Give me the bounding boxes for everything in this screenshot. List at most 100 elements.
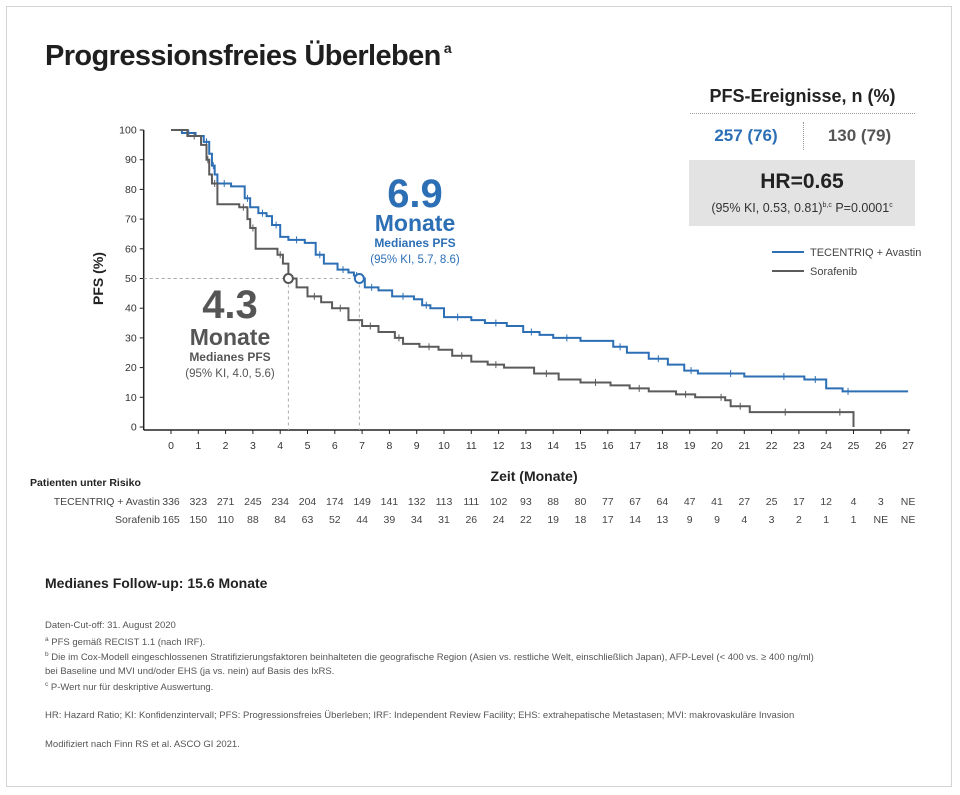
tecentriq-median-label: Medianes PFS [374, 236, 455, 250]
pfs-events-divider [803, 122, 804, 150]
risk-count: 18 [574, 514, 587, 526]
risk-row-label: TECENTRIQ + Avastin [53, 496, 160, 508]
footnote: bei Baseline und MVI und/oder EHS (ja vs… [45, 666, 335, 677]
risk-count: 80 [574, 496, 587, 508]
risk-count: 13 [656, 514, 669, 526]
y-tick-label: 100 [119, 125, 137, 137]
hazard-ratio-ci: (95% KI, 0.53, 0.81)b,c P=0.0001c [711, 201, 893, 215]
footnote: Modifiziert nach Finn RS et al. ASCO GI … [45, 739, 240, 750]
x-tick-label: 10 [438, 440, 450, 452]
x-tick-label: 7 [359, 440, 365, 452]
risk-count: 27 [738, 496, 751, 508]
risk-count: 93 [520, 496, 532, 508]
km-chart: 0 1 2 3 4 5 6 7 8 9 10 11 12 13 14 15 16 17 18 19 20 21 22 23 24… [90, 125, 921, 484]
y-tick-label: 50 [125, 273, 137, 285]
risk-count: 204 [298, 496, 317, 508]
y-axis-label: PFS (%) [90, 252, 106, 305]
risk-count: 24 [492, 514, 505, 526]
x-tick-label: 17 [629, 440, 641, 452]
x-tick-label: 3 [250, 440, 256, 452]
risk-count: 271 [216, 496, 235, 508]
risk-count: 336 [162, 496, 180, 508]
x-tick-label: 20 [711, 440, 723, 452]
risk-count: 102 [489, 496, 508, 508]
x-tick-label: 19 [684, 440, 696, 452]
footnote: b Die im Cox-Modell eingeschlossenen Str… [45, 651, 814, 664]
risk-count: 245 [244, 496, 262, 508]
x-tick-label: 25 [848, 440, 860, 452]
median-followup: Medianes Follow-up: 15.6 Monate [45, 575, 268, 591]
tecentriq-curve [171, 129, 909, 393]
risk-count: 34 [410, 514, 423, 526]
risk-count: 14 [629, 514, 641, 526]
risk-count: 47 [683, 496, 696, 508]
risk-count: 149 [353, 496, 371, 508]
risk-count: 22 [520, 514, 532, 526]
risk-count: NE [900, 496, 916, 508]
y-tick-label: 10 [125, 392, 137, 404]
risk-count: 9 [714, 514, 720, 526]
tecentriq-median-marker [353, 273, 365, 284]
risk-count: 141 [380, 496, 399, 508]
x-tick-label: 24 [820, 440, 832, 452]
y-tick-label: 20 [125, 362, 137, 374]
footnote: HR: Hazard Ratio; KI: Konfidenzintervall… [45, 710, 795, 721]
tecentriq-median-unit: Monate [375, 210, 456, 236]
legend-label: Sorafenib [810, 266, 857, 278]
x-tick-label: 26 [875, 440, 887, 452]
y-tick-label: 90 [125, 154, 137, 166]
risk-count: 64 [656, 496, 669, 508]
x-tick-label: 18 [657, 440, 669, 452]
risk-count: 63 [301, 514, 314, 526]
figure-frame [6, 6, 952, 787]
risk-count: 39 [383, 514, 396, 526]
risk-row-label: Sorafenib [115, 514, 160, 526]
y-tick-label: 40 [125, 303, 137, 315]
risk-count: 2 [795, 514, 802, 526]
risk-count: 52 [328, 514, 341, 526]
x-tick-label: 23 [793, 440, 805, 452]
sorafenib-median-label: Medianes PFS [189, 350, 270, 364]
tecentriq-median-value: 6.9 [387, 172, 443, 216]
x-tick-label: 9 [414, 440, 420, 452]
hazard-ratio-value: HR=0.65 [760, 170, 844, 193]
chart-annotations: 6.9 Monate Medianes PFS (95% KI, 5.7, 8.… [185, 172, 460, 380]
sorafenib-median-ci: (95% KI, 4.0, 5.6) [185, 368, 275, 380]
y-tick-label: 30 [125, 332, 137, 344]
risk-count: 3 [877, 496, 884, 508]
x-tick-label: 21 [738, 440, 750, 452]
x-tick-label: 12 [493, 440, 505, 452]
risk-count: 4 [741, 514, 748, 526]
y-tick-label: 70 [125, 214, 137, 226]
footnote: a PFS gemäß RECIST 1.1 (nach IRF). [45, 636, 206, 649]
y-tick-label: 60 [125, 243, 137, 255]
hazard-ratio-box: HR=0.65 (95% KI, 0.53, 0.81)b,c P=0.0001… [689, 160, 915, 226]
x-tick-label: 14 [547, 440, 559, 452]
sorafenib-curve [171, 129, 855, 427]
risk-count: 234 [271, 496, 289, 508]
x-tick-label: 8 [386, 440, 392, 452]
footnote: c P-Wert nur für deskriptive Auswertung. [45, 681, 214, 694]
tecentriq-median-ci: (95% KI, 5.7, 8.6) [370, 254, 460, 266]
risk-count: 113 [435, 496, 453, 508]
sorafenib-median-marker [282, 273, 294, 284]
y-tick-label: 80 [125, 184, 137, 196]
risk-count: 88 [247, 514, 259, 526]
risk-count: 111 [463, 496, 480, 508]
x-tick-label: 6 [332, 440, 338, 452]
x-tick-label: 5 [305, 440, 311, 452]
x-tick-label: 13 [520, 440, 532, 452]
risk-count: 41 [711, 496, 723, 508]
risk-count: 110 [217, 514, 234, 526]
risk-count: 12 [820, 496, 833, 508]
risk-count: 1 [823, 514, 830, 526]
risk-count: 77 [601, 496, 614, 508]
pfs-events-header: PFS-Ereignisse, n (%) [690, 86, 915, 114]
risk-count: 1 [850, 514, 857, 526]
risk-count: 3 [768, 514, 775, 526]
chart-legend: TECENTRIQ + Avastin Sorafenib [772, 247, 921, 278]
x-tick-label: 2 [223, 440, 229, 452]
x-tick-label: 22 [766, 440, 778, 452]
risk-count: 9 [686, 514, 693, 526]
risk-count: 88 [547, 496, 560, 508]
